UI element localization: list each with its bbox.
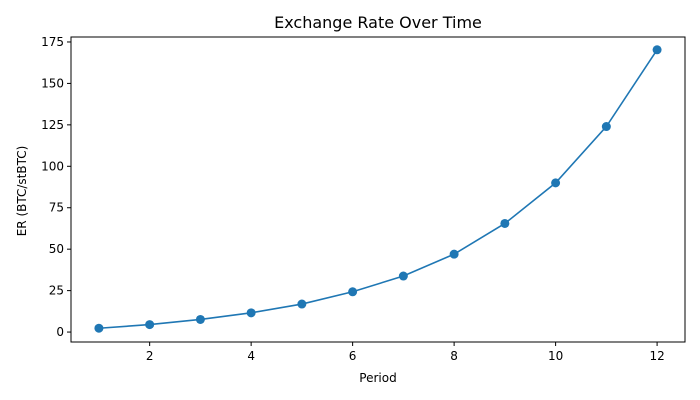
plot-area: 2 4 6 8 10 12 0 25 50 75 100 125 150 175: [41, 35, 686, 363]
y-tick-label: 175: [41, 35, 64, 49]
y-axis-label: ER (BTC/stBTC): [15, 146, 29, 237]
data-point: [601, 122, 611, 132]
x-axis-label: Period: [359, 371, 396, 385]
data-point: [348, 287, 358, 297]
data-point: [145, 320, 155, 330]
chart-title: Exchange Rate Over Time: [274, 13, 482, 32]
x-tick-label: 6: [349, 349, 357, 363]
data-point: [246, 308, 256, 318]
series-line: [98, 49, 658, 330]
y-tick-label: 150: [41, 76, 64, 90]
data-point: [195, 314, 205, 324]
x-tick-label: 8: [450, 349, 458, 363]
data-point: [500, 218, 510, 228]
data-point: [398, 271, 408, 281]
x-tick-label: 4: [247, 349, 255, 363]
x-tick-label: 2: [146, 349, 154, 363]
y-tick-label: 100: [41, 159, 64, 173]
x-tick-label: 10: [548, 349, 563, 363]
y-tick-label: 25: [49, 284, 64, 298]
data-point: [652, 45, 662, 55]
data-point: [297, 299, 307, 309]
plot-frame: [70, 36, 686, 343]
y-tick-label: 50: [49, 242, 64, 256]
data-point: [551, 178, 561, 188]
y-tick-label: 75: [49, 201, 64, 215]
data-point: [449, 249, 459, 259]
x-tick-label: 12: [649, 349, 664, 363]
y-tick-label: 125: [41, 118, 64, 132]
y-tick-label: 0: [56, 325, 64, 339]
data-point: [94, 323, 104, 333]
